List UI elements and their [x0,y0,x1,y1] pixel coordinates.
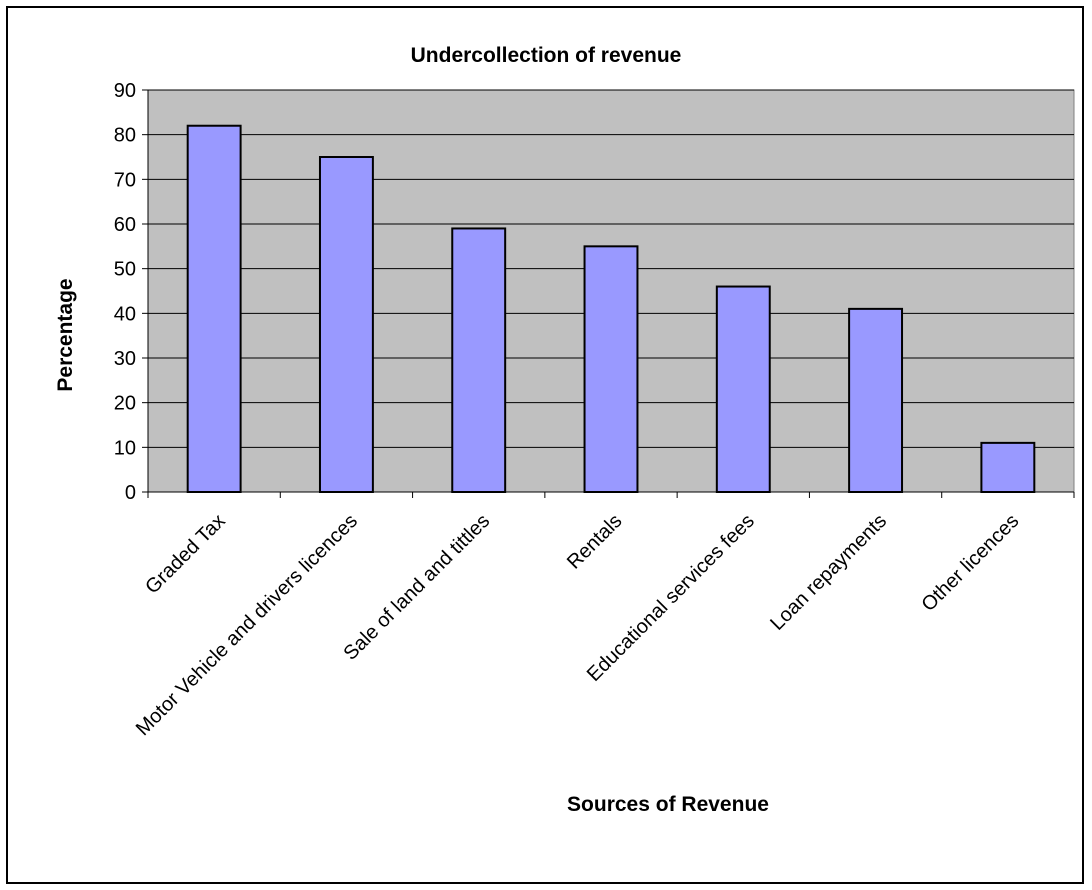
x-axis-title: Sources of Revenue [567,793,769,816]
y-axis-title: Percentage [54,278,77,391]
y-tick-label: 70 [114,169,136,191]
bar [451,227,507,493]
x-category-label: Rentals [563,510,627,574]
x-category-label: Sale of land and tittles [340,510,495,665]
x-category-label: Graded Tax [141,510,229,598]
y-tick-label: 90 [114,80,136,102]
x-category-label: Motor Vehicle and drivers licences [132,510,362,740]
bar [583,245,639,493]
bar [318,156,374,493]
bar [848,307,904,493]
x-category-label: Other licences [917,510,1023,616]
x-category-label: Loan repayments [766,510,891,635]
y-tick-label: 40 [114,303,136,325]
y-tick-label: 10 [114,437,136,459]
y-tick-label: 60 [114,214,136,236]
bar [715,285,771,493]
y-tick-label: 30 [114,348,136,370]
y-tick-labels: 0 10 20 30 40 50 60 70 80 90 [114,80,136,504]
axes [142,89,1075,498]
y-tick-label: 20 [114,393,136,415]
bar [980,441,1036,494]
y-tick-label: 0 [125,482,136,504]
y-tick-label: 80 [114,125,136,147]
bars [186,124,1036,494]
bar [186,124,242,493]
chart-title: Undercollection of revenue [411,44,682,67]
y-tick-label: 50 [114,259,136,281]
